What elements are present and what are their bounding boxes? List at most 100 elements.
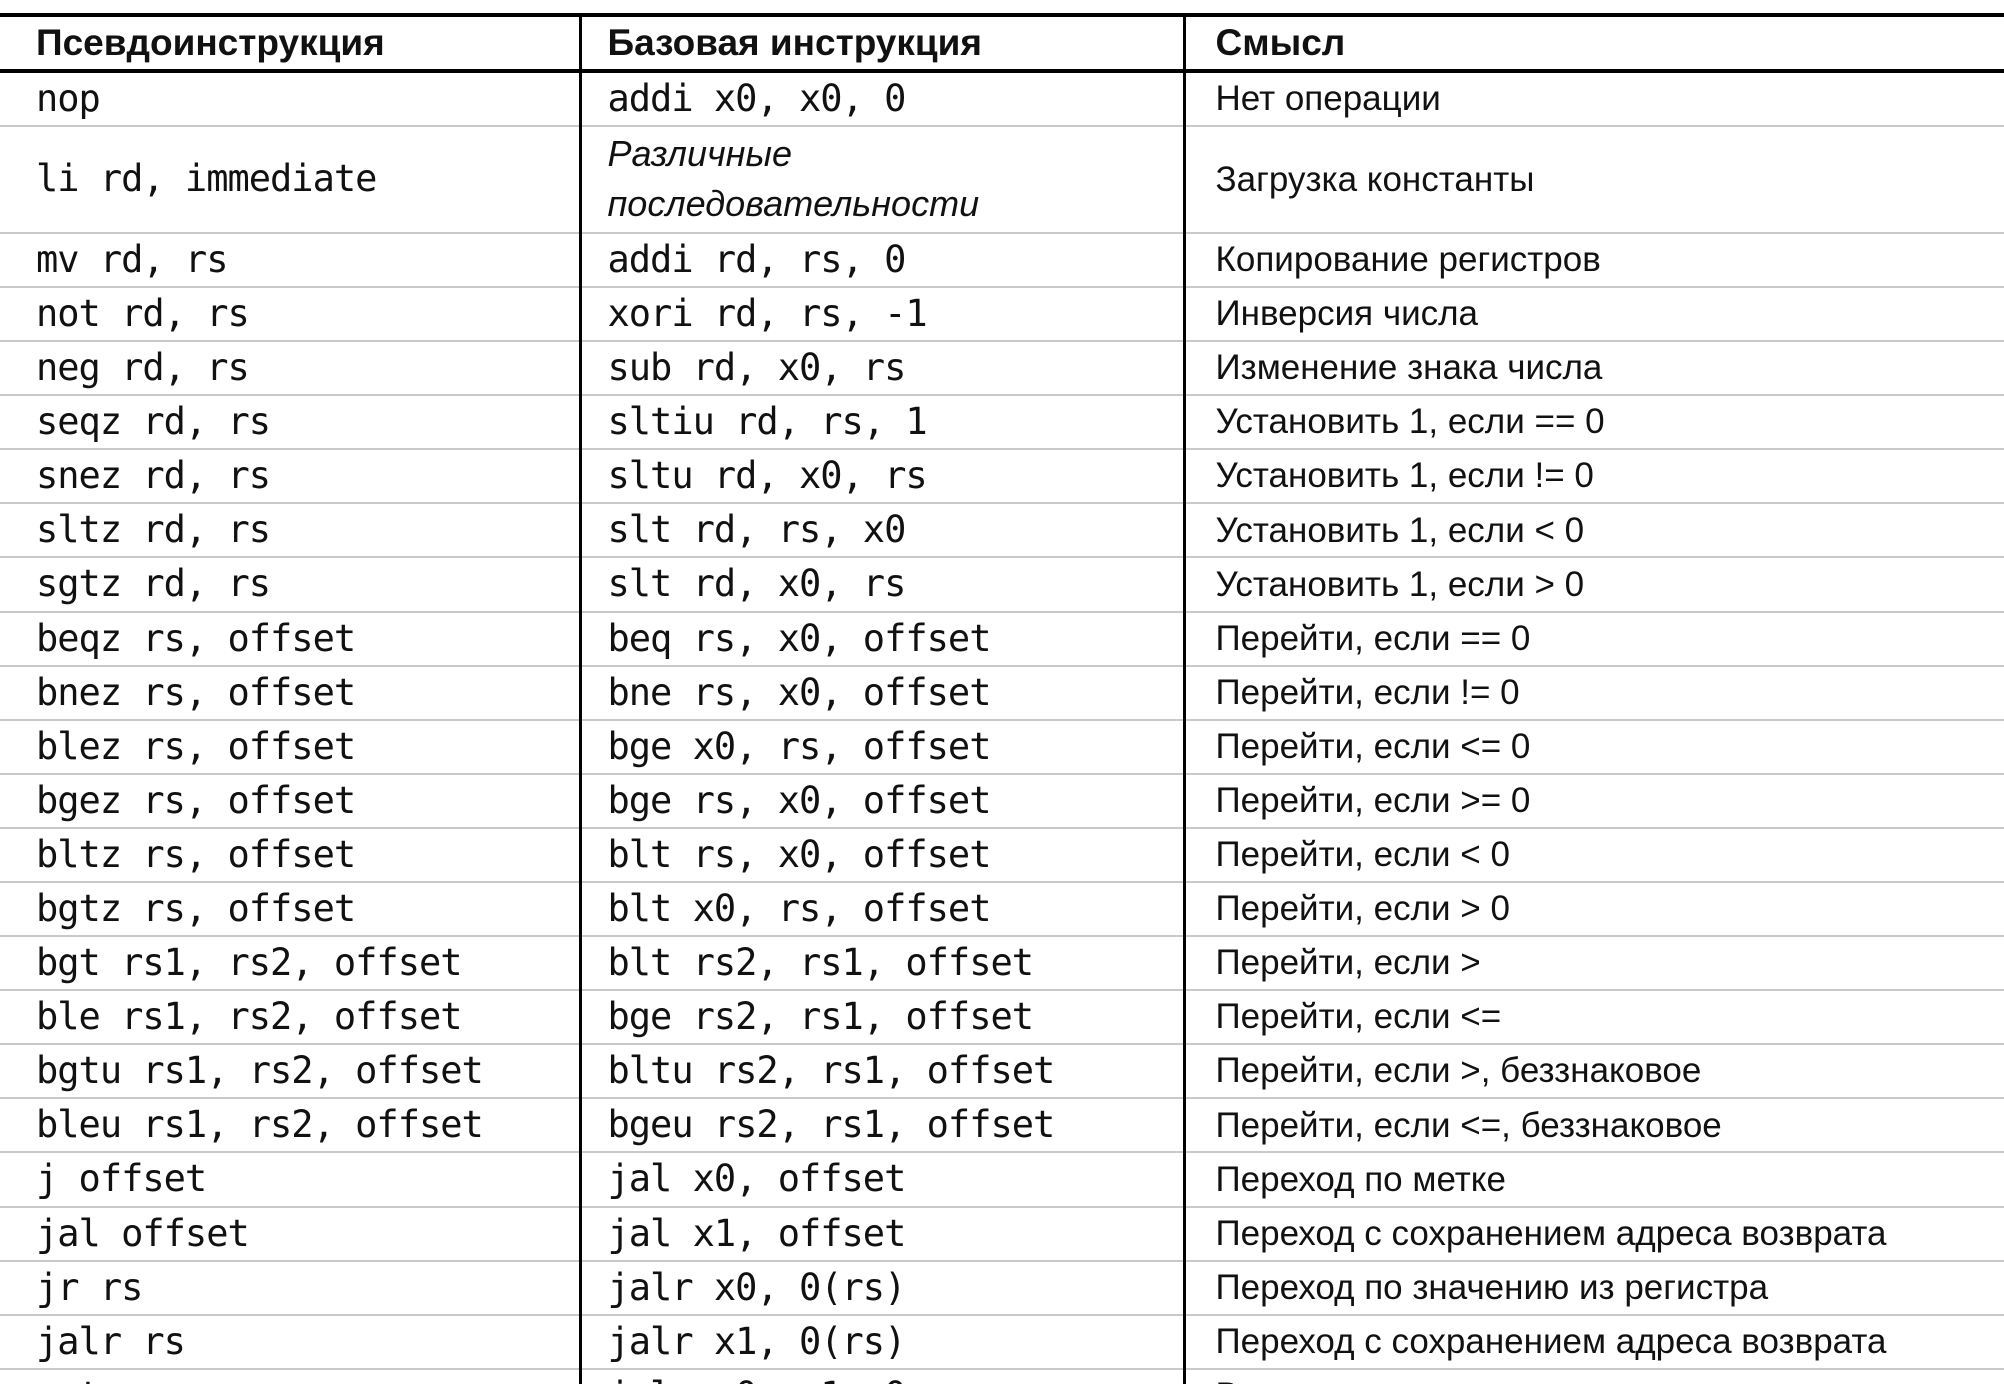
cell-pseudoinstruction: ret <box>0 1369 580 1384</box>
cell-meaning: Установить 1, если == 0 <box>1182 395 2004 451</box>
table-row: bgt rs1, rs2, offset blt rs2, rs1, offse… <box>0 936 2004 992</box>
cell-base-instruction: jalr x1, 0(rs) <box>578 1314 1184 1370</box>
table-row: snez rd, rs sltu rd, x0, rs Установить 1… <box>0 449 2004 505</box>
table-row: beqz rs, offset beq rs, x0, offset Перей… <box>0 611 2004 667</box>
cell-meaning: Возврат из подпрограммы <box>1182 1368 2004 1384</box>
cell-meaning: Перейти, если <= <box>1182 990 2004 1046</box>
table-row: sgtz rd, rs slt rd, x0, rs Установить 1,… <box>0 557 2004 613</box>
cell-pseudoinstruction: ble rs1, rs2, offset <box>0 990 580 1046</box>
cell-pseudoinstruction: snez rd, rs <box>0 449 580 505</box>
cell-pseudoinstruction: not rd, rs <box>0 286 580 343</box>
table-row: ret jalr x0, x1, 0 Возврат из подпрограм… <box>0 1368 2004 1384</box>
table-header-row: Псевдоинструкция Базовая инструкция Смыс… <box>0 15 2004 73</box>
cell-pseudoinstruction: neg rd, rs <box>0 341 580 397</box>
cell-pseudoinstruction: bgt rs1, rs2, offset <box>0 936 580 992</box>
table-row: neg rd, rs sub rd, x0, rs Изменение знак… <box>0 341 2004 397</box>
table-row: bleu rs1, rs2, offset bgeu rs2, rs1, off… <box>0 1098 2004 1154</box>
cell-meaning: Изменение знака числа <box>1182 341 2004 397</box>
cell-meaning: Установить 1, если > 0 <box>1182 557 2004 613</box>
cell-base-instruction: sltu rd, x0, rs <box>578 449 1184 505</box>
column-header-meaning: Смысл <box>1182 15 2004 73</box>
cell-pseudoinstruction: jalr rs <box>0 1314 580 1370</box>
cell-base-instruction: sub rd, x0, rs <box>578 341 1184 397</box>
pseudoinstruction-table: Псевдоинструкция Базовая инструкция Смыс… <box>0 13 2004 1384</box>
table-body: nop addi x0, x0, 0 Нет операции li rd, i… <box>0 71 2004 1384</box>
cell-meaning: Перейти, если <= 0 <box>1182 719 2004 775</box>
cell-base-instruction: jal x1, offset <box>578 1206 1184 1262</box>
cell-meaning: Переход с сохранением адреса возврата <box>1182 1206 2004 1262</box>
table-row: blez rs, offset bge x0, rs, offset Перей… <box>0 719 2004 775</box>
cell-base-instruction: jal x0, offset <box>578 1152 1184 1208</box>
cell-meaning: Установить 1, если != 0 <box>1182 449 2004 505</box>
cell-base-instruction: jalr x0, x1, 0 <box>578 1368 1184 1384</box>
cell-base-instruction: slt rd, x0, rs <box>578 557 1184 613</box>
column-header-pseudoinstruction: Псевдоинструкция <box>0 15 580 73</box>
cell-pseudoinstruction: bgtz rs, offset <box>0 882 580 938</box>
cell-pseudoinstruction: j offset <box>0 1152 580 1208</box>
cell-pseudoinstruction: seqz rd, rs <box>0 395 580 451</box>
cell-meaning: Переход по значению из регистра <box>1182 1260 2004 1316</box>
cell-meaning: Инверсия числа <box>1182 286 2004 343</box>
cell-base-instruction: bge x0, rs, offset <box>578 719 1184 775</box>
cell-meaning: Перейти, если >= 0 <box>1182 773 2004 829</box>
cell-base-instruction: xori rd, rs, -1 <box>578 286 1184 343</box>
cell-pseudoinstruction: jal offset <box>0 1206 580 1262</box>
table-row: j offset jal x0, offset Переход по метке <box>0 1152 2004 1208</box>
cell-base-instruction: blt x0, rs, offset <box>578 882 1184 938</box>
cell-base-instruction: bltu rs2, rs1, offset <box>578 1044 1184 1100</box>
cell-meaning: Загрузка константы <box>1182 126 2004 234</box>
cell-base-instruction: Различные последовательности <box>578 126 1184 234</box>
cell-base-instruction: beq rs, x0, offset <box>578 611 1184 667</box>
cell-base-instruction: slt rd, rs, x0 <box>578 503 1184 559</box>
cell-meaning: Переход по метке <box>1182 1152 2004 1208</box>
cell-pseudoinstruction: beqz rs, offset <box>0 611 580 667</box>
cell-base-instruction: bge rs, x0, offset <box>578 773 1184 829</box>
cell-meaning: Копирование регистров <box>1182 232 2004 288</box>
column-header-base-instruction: Базовая инструкция <box>578 15 1184 73</box>
table-row: mv rd, rs addi rd, rs, 0 Копирование рег… <box>0 232 2004 288</box>
cell-pseudoinstruction: sltz rd, rs <box>0 503 580 559</box>
table-row: sltz rd, rs slt rd, rs, x0 Установить 1,… <box>0 503 2004 559</box>
cell-meaning: Перейти, если <=, беззнаковое <box>1182 1098 2004 1154</box>
table-row: bgtz rs, offset blt x0, rs, offset Перей… <box>0 882 2004 938</box>
cell-base-instruction: bne rs, x0, offset <box>578 665 1184 721</box>
cell-pseudoinstruction: mv rd, rs <box>0 232 580 288</box>
table-row: nop addi x0, x0, 0 Нет операции <box>0 71 2004 128</box>
table-row: bgez rs, offset bge rs, x0, offset Перей… <box>0 773 2004 829</box>
table-row: ble rs1, rs2, offset bge rs2, rs1, offse… <box>0 990 2004 1046</box>
cell-meaning: Перейти, если > <box>1182 936 2004 992</box>
cell-pseudoinstruction: bgez rs, offset <box>0 773 580 829</box>
cell-base-instruction: bgeu rs2, rs1, offset <box>578 1098 1184 1154</box>
table-row: bgtu rs1, rs2, offset bltu rs2, rs1, off… <box>0 1044 2004 1100</box>
table-row: jr rs jalr x0, 0(rs) Переход по значению… <box>0 1260 2004 1316</box>
table-row: jal offset jal x1, offset Переход с сохр… <box>0 1206 2004 1262</box>
table-row: bnez rs, offset bne rs, x0, offset Перей… <box>0 665 2004 721</box>
cell-pseudoinstruction: bleu rs1, rs2, offset <box>0 1098 580 1154</box>
cell-meaning: Перейти, если == 0 <box>1182 611 2004 667</box>
cell-meaning: Перейти, если > 0 <box>1182 882 2004 938</box>
cell-pseudoinstruction: sgtz rd, rs <box>0 557 580 613</box>
cell-base-instruction: addi rd, rs, 0 <box>578 232 1184 288</box>
cell-base-instruction: jalr x0, 0(rs) <box>578 1260 1184 1316</box>
cell-base-instruction: sltiu rd, rs, 1 <box>578 395 1184 451</box>
cell-meaning: Нет операции <box>1182 71 2004 128</box>
cell-pseudoinstruction: li rd, immediate <box>0 126 580 234</box>
cell-pseudoinstruction: blez rs, offset <box>0 719 580 775</box>
cell-meaning: Перейти, если < 0 <box>1182 827 2004 884</box>
cell-pseudoinstruction: bltz rs, offset <box>0 827 580 884</box>
table-row: jalr rs jalr x1, 0(rs) Переход с сохране… <box>0 1314 2004 1370</box>
cell-base-instruction: addi x0, x0, 0 <box>578 71 1184 128</box>
cell-base-instruction: blt rs2, rs1, offset <box>578 936 1184 992</box>
cell-meaning: Переход с сохранением адреса возврата <box>1182 1314 2004 1370</box>
table-row: bltz rs, offset blt rs, x0, offset Перей… <box>0 827 2004 884</box>
cell-base-instruction: blt rs, x0, offset <box>578 827 1184 884</box>
table-row: seqz rd, rs sltiu rd, rs, 1 Установить 1… <box>0 395 2004 451</box>
cell-base-instruction: bge rs2, rs1, offset <box>578 990 1184 1046</box>
cell-pseudoinstruction: nop <box>0 71 580 128</box>
cell-meaning: Перейти, если >, беззнаковое <box>1182 1044 2004 1100</box>
cell-pseudoinstruction: jr rs <box>0 1260 580 1316</box>
cell-pseudoinstruction: bnez rs, offset <box>0 665 580 721</box>
cell-meaning: Перейти, если != 0 <box>1182 665 2004 721</box>
cell-meaning: Установить 1, если < 0 <box>1182 503 2004 559</box>
